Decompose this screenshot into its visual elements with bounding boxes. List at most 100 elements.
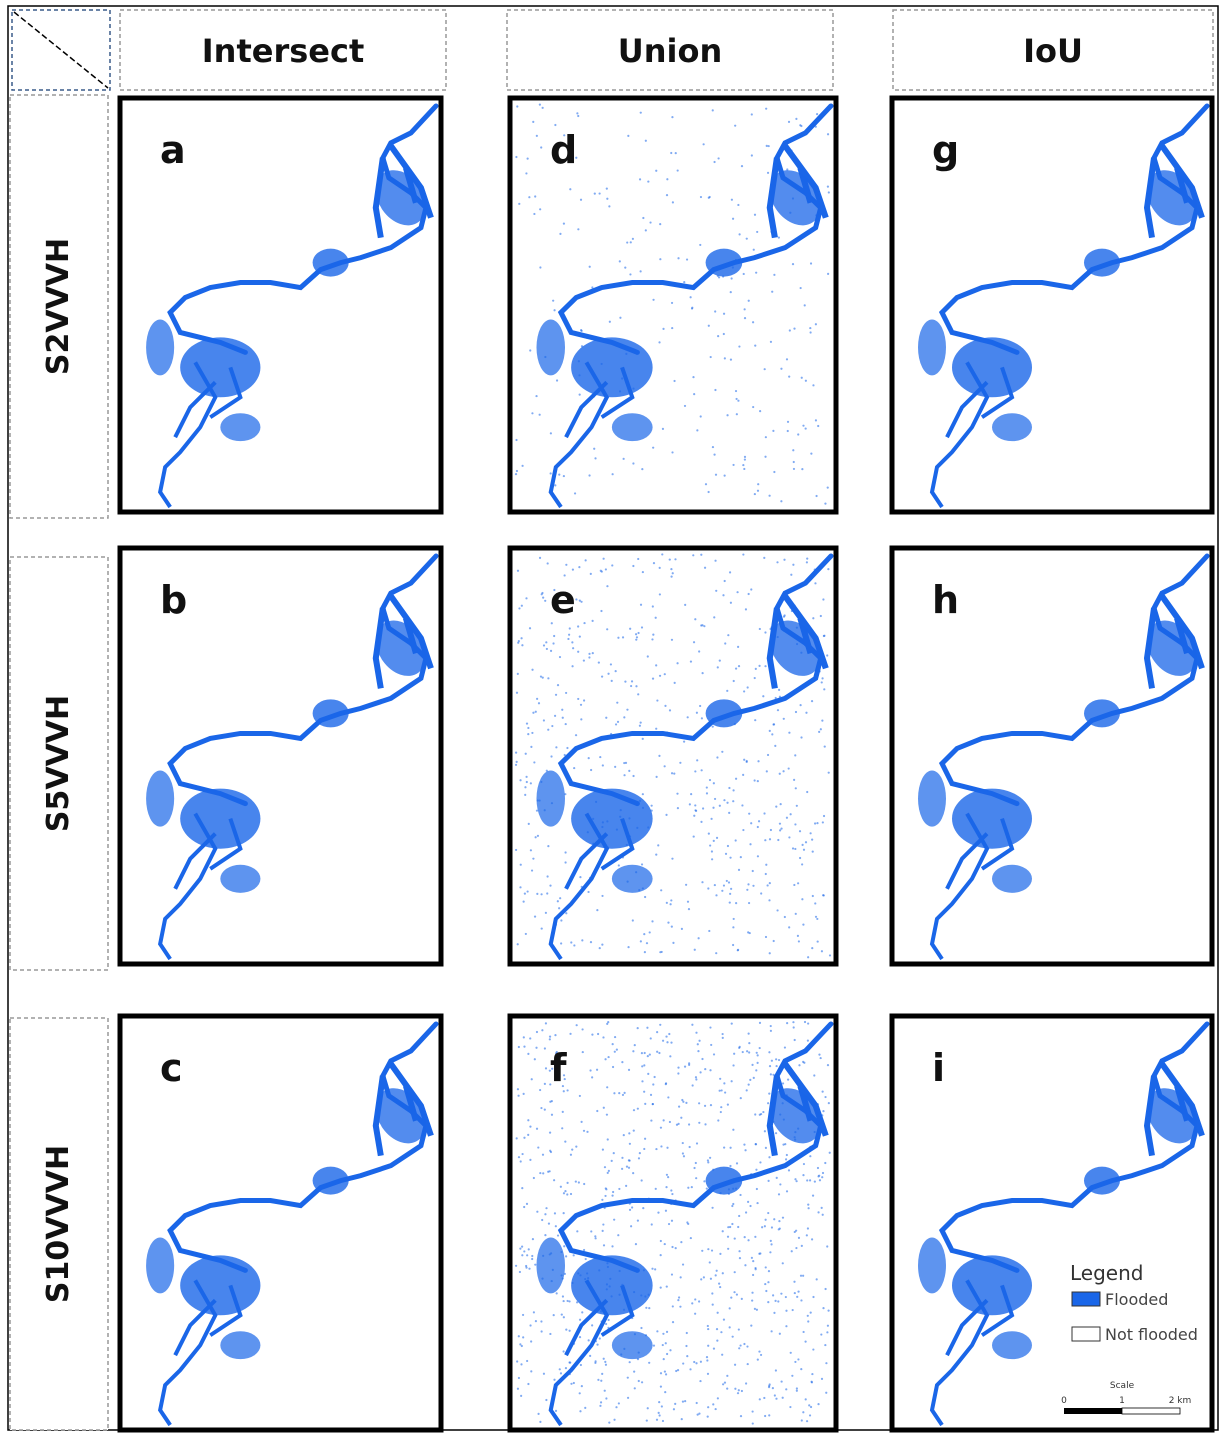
noise-dot [560, 1372, 562, 1374]
noise-dot [683, 741, 685, 743]
noise-dot [713, 840, 715, 842]
noise-dot [606, 198, 608, 200]
noise-dot [660, 1240, 662, 1242]
noise-dot [521, 465, 523, 467]
noise-dot [650, 1094, 652, 1096]
noise-dot [623, 762, 625, 764]
noise-dot [649, 931, 651, 933]
noise-dot [660, 889, 662, 891]
noise-dot [627, 1397, 629, 1399]
noise-dot [517, 1095, 519, 1097]
noise-dot [641, 1381, 643, 1383]
noise-dot [675, 152, 677, 154]
noise-dot [625, 1185, 627, 1187]
noise-dot [810, 832, 812, 834]
noise-dot [542, 597, 544, 599]
noise-dot [677, 1299, 679, 1301]
noise-dot [814, 902, 816, 904]
noise-dot [704, 567, 706, 569]
noise-dot [719, 1253, 721, 1255]
noise-dot [726, 690, 728, 692]
noise-dot [579, 876, 581, 878]
noise-dot [795, 913, 797, 915]
noise-dot [545, 1399, 547, 1401]
noise-dot [555, 1225, 557, 1227]
noise-dot [759, 410, 761, 412]
noise-dot [768, 1092, 770, 1094]
noise-dot [617, 721, 619, 723]
noise-dot [647, 180, 649, 182]
noise-dot [712, 446, 714, 448]
noise-dot [801, 898, 803, 900]
noise-dot [802, 1174, 804, 1176]
noise-dot [670, 576, 672, 578]
noise-dot [815, 323, 817, 325]
noise-dot [765, 436, 767, 438]
noise-dot [757, 760, 759, 762]
noise-dot [771, 1330, 773, 1332]
noise-dot [685, 1102, 687, 1104]
noise-dot [696, 759, 698, 761]
noise-dot [519, 1271, 521, 1273]
noise-dot [717, 666, 719, 668]
noise-dot [521, 605, 523, 607]
noise-dot [722, 1272, 724, 1274]
noise-dot [674, 682, 676, 684]
noise-dot [674, 558, 676, 560]
noise-dot [563, 1350, 565, 1352]
noise-dot [681, 928, 683, 930]
noise-dot [800, 704, 802, 706]
noise-dot [534, 1058, 536, 1060]
noise-dot [764, 1283, 766, 1285]
noise-dot [580, 1364, 582, 1366]
noise-dot [827, 1325, 829, 1327]
noise-dot [689, 1368, 691, 1370]
noise-dot [705, 483, 707, 485]
noise-dot [719, 1078, 721, 1080]
noise-dot [624, 681, 626, 683]
noise-dot [629, 1361, 631, 1363]
noise-dot [715, 1274, 717, 1276]
noise-dot [770, 1030, 772, 1032]
noise-dot [759, 1114, 761, 1116]
noise-dot [765, 1219, 767, 1221]
noise-dot [738, 1328, 740, 1330]
noise-dot [563, 475, 565, 477]
noise-dot [757, 855, 759, 857]
noise-dot [550, 755, 552, 757]
noise-dot [629, 1143, 631, 1145]
noise-dot [536, 698, 538, 700]
noise-dot [797, 1358, 799, 1360]
noise-dot [827, 487, 829, 489]
noise-dot [565, 1255, 567, 1257]
noise-dot [691, 1302, 693, 1304]
noise-dot [807, 1320, 809, 1322]
noise-dot [665, 1373, 667, 1375]
noise-dot [606, 1114, 608, 1116]
noise-dot [631, 1206, 633, 1208]
noise-dot [820, 1057, 822, 1059]
noise-dot [569, 1033, 571, 1035]
noise-dot [621, 1168, 623, 1170]
noise-dot [537, 1146, 539, 1148]
noise-dot [750, 1324, 752, 1326]
noise-dot [575, 1145, 577, 1147]
noise-dot [662, 1040, 664, 1042]
noise-dot [539, 1172, 541, 1174]
noise-dot [826, 1245, 828, 1247]
noise-dot [515, 473, 517, 475]
noise-dot [652, 447, 654, 449]
noise-dot [597, 1379, 599, 1381]
noise-dot [579, 1319, 581, 1321]
noise-dot [738, 1250, 740, 1252]
noise-dot [544, 1213, 546, 1215]
noise-dot [756, 231, 758, 233]
noise-dot [630, 241, 632, 243]
noise-dot [799, 124, 801, 126]
noise-dot [798, 1064, 800, 1066]
noise-dot [531, 1255, 533, 1257]
noise-dot [634, 1387, 636, 1389]
noise-dot [746, 889, 748, 891]
noise-dot [823, 635, 825, 637]
noise-dot [806, 791, 808, 793]
